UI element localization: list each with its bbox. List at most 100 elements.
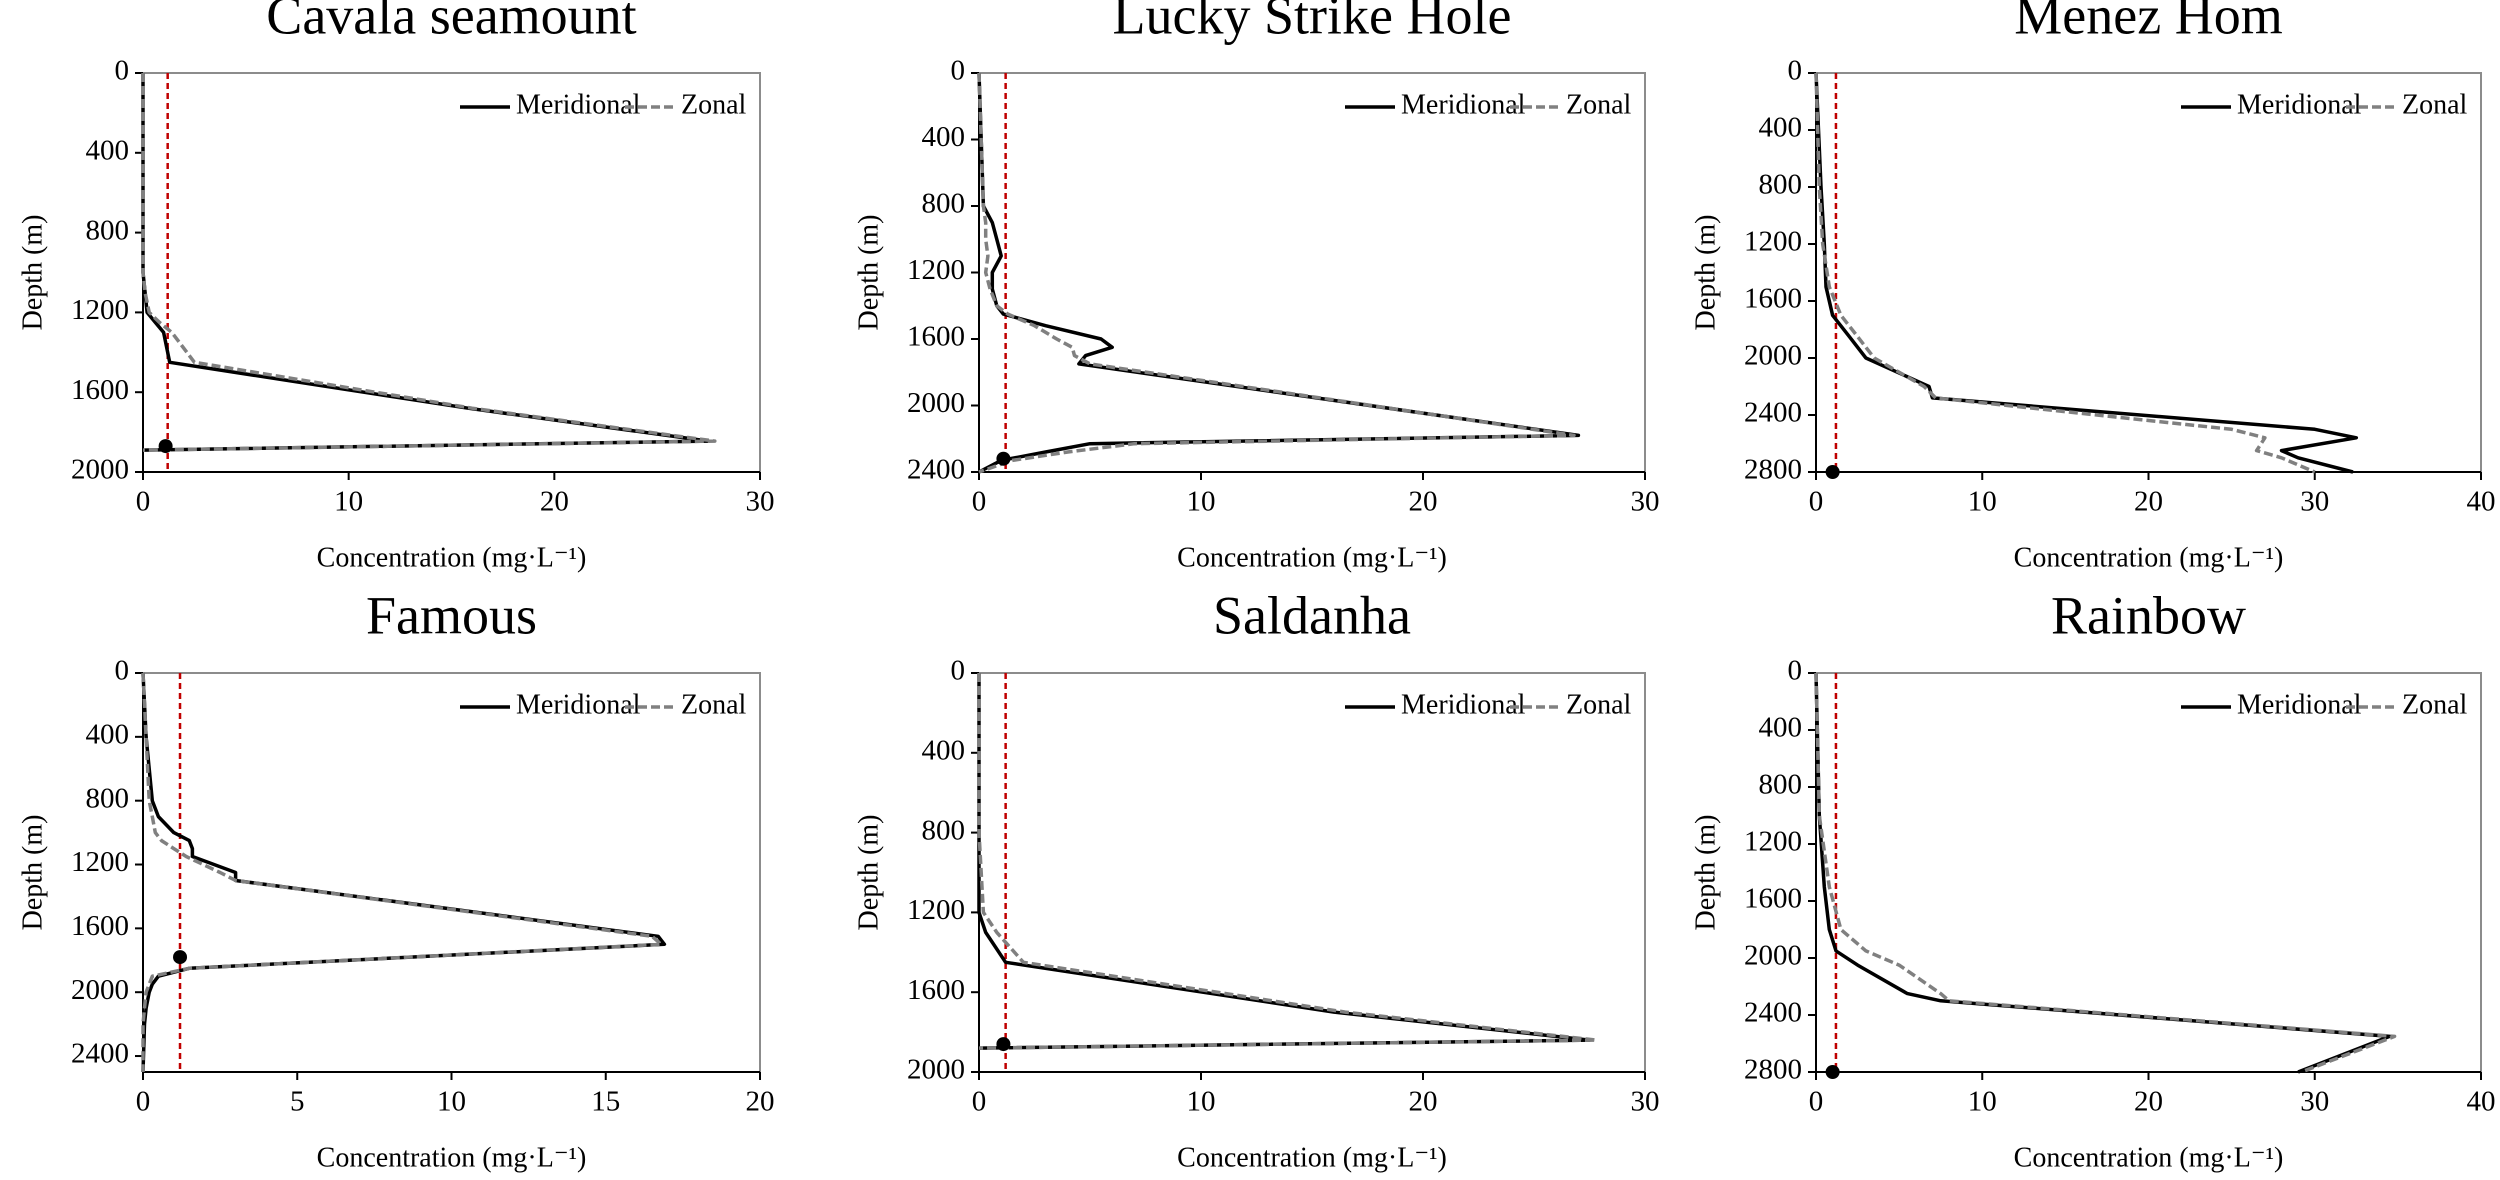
y-tick-label: 0 — [115, 655, 130, 687]
series-line — [977, 72, 1581, 474]
subplot-title: Famous — [366, 585, 537, 645]
y-tick-label: 1200 — [907, 254, 965, 286]
y-tick-label: 2000 — [907, 1054, 965, 1086]
series-line — [977, 72, 1576, 474]
series-line — [141, 73, 711, 452]
x-tick-label: 0 — [972, 486, 987, 518]
y-tick-label: 2000 — [71, 974, 129, 1006]
legend-label: Zonal — [681, 89, 747, 120]
y-tick-label: 800 — [922, 188, 966, 220]
y-tick-label: 2000 — [71, 454, 129, 486]
y-tick-label: 2400 — [71, 1038, 129, 1070]
legend-label: Zonal — [2402, 89, 2468, 120]
legend-label: Meridional — [2237, 689, 2362, 720]
x-tick-label: 0 — [1809, 486, 1824, 518]
x-tick-label: 30 — [2300, 486, 2329, 518]
x-tick-label: 0 — [972, 1086, 987, 1118]
y-tick-label: 2000 — [907, 387, 965, 419]
sample-point — [173, 950, 188, 965]
x-tick-label: 0 — [136, 486, 151, 518]
y-tick-label: 400 — [922, 734, 966, 766]
y-tick-label: 2800 — [1744, 454, 1802, 486]
series-line — [1814, 72, 2316, 474]
series-line — [141, 672, 664, 1072]
subplot: Lucky Strike Hole 0 400 800 1200 1600 2000 2400… — [853, 0, 1659, 573]
legend-label: Meridional — [516, 689, 641, 720]
y-tick-label: 2400 — [1744, 397, 1802, 429]
subplot-title: Rainbow — [2051, 585, 2246, 645]
y-tick-label: 1200 — [71, 294, 129, 326]
y-tick-label: 800 — [86, 782, 130, 814]
x-tick-label: 10 — [437, 1086, 466, 1118]
y-tick-label: 1200 — [907, 894, 965, 926]
x-axis-label: Concentration (mg·L⁻¹) — [1177, 1142, 1447, 1173]
x-axis-label: Concentration (mg·L⁻¹) — [317, 1142, 587, 1173]
sample-point — [158, 439, 173, 454]
y-tick-label: 1600 — [1744, 283, 1802, 315]
y-tick-label: 1200 — [1744, 826, 1802, 858]
y-tick-label: 1200 — [71, 846, 129, 878]
legend-label: Zonal — [2402, 689, 2468, 720]
x-tick-label: 0 — [136, 1086, 151, 1118]
legend-label: Meridional — [2237, 89, 2362, 120]
y-tick-label: 400 — [922, 121, 966, 153]
x-tick-label: 20 — [746, 1086, 775, 1118]
sample-point — [996, 451, 1011, 466]
plot-frame — [978, 72, 1646, 473]
plot-frame — [1815, 72, 2482, 473]
legend-label: Zonal — [681, 689, 747, 720]
subplot-title: Cavala seamount — [266, 0, 636, 45]
y-tick-label: 800 — [1759, 169, 1803, 201]
legend-label: Zonal — [1566, 689, 1632, 720]
subplot-title: Lucky Strike Hole — [1113, 0, 1512, 45]
y-tick-label: 1600 — [907, 974, 965, 1006]
y-tick-label: 0 — [1788, 655, 1803, 687]
legend-label: Meridional — [516, 89, 641, 120]
y-tick-label: 0 — [951, 655, 966, 687]
y-axis-label: Depth (m) — [853, 815, 884, 931]
y-axis-label: Depth (m) — [1690, 815, 1721, 931]
subplot-title: Menez Hom — [2014, 0, 2282, 45]
y-tick-label: 1600 — [1744, 883, 1802, 915]
y-tick-label: 2400 — [1744, 997, 1802, 1029]
plot-frame — [978, 672, 1646, 1073]
y-tick-label: 2000 — [1744, 340, 1802, 372]
y-axis-label: Depth (m) — [17, 215, 48, 331]
y-tick-label: 400 — [1759, 112, 1803, 144]
y-tick-label: 400 — [1759, 712, 1803, 744]
x-tick-label: 30 — [746, 486, 775, 518]
y-tick-label: 1200 — [1744, 226, 1802, 258]
x-tick-label: 40 — [2467, 1086, 2496, 1118]
x-tick-label: 20 — [1409, 1086, 1438, 1118]
x-tick-label: 20 — [540, 486, 569, 518]
legend-label: Meridional — [1401, 689, 1526, 720]
sample-point — [1825, 1065, 1840, 1079]
y-tick-label: 1600 — [907, 321, 965, 353]
subplot-title: Saldanha — [1213, 585, 1411, 645]
x-tick-label: 10 — [1968, 486, 1997, 518]
x-tick-label: 40 — [2467, 486, 2496, 518]
y-tick-label: 800 — [86, 214, 130, 246]
y-tick-label: 2800 — [1744, 1054, 1802, 1086]
x-tick-label: 10 — [1187, 1086, 1216, 1118]
y-axis-label: Depth (m) — [1690, 215, 1721, 331]
x-tick-label: 10 — [1968, 1086, 1997, 1118]
legend-label: Zonal — [1566, 89, 1632, 120]
y-tick-label: 1600 — [71, 910, 129, 942]
y-tick-label: 800 — [1759, 769, 1803, 801]
x-tick-label: 20 — [2134, 1086, 2163, 1118]
y-tick-label: 0 — [951, 55, 966, 87]
x-tick-label: 15 — [591, 1086, 620, 1118]
y-axis-label: Depth (m) — [853, 215, 884, 331]
y-tick-label: 0 — [1788, 55, 1803, 87]
y-tick-label: 1600 — [71, 374, 129, 406]
series-line — [977, 673, 1598, 1050]
series-line — [1814, 672, 2397, 1074]
series-line — [141, 73, 717, 452]
x-tick-label: 0 — [1809, 1086, 1824, 1118]
